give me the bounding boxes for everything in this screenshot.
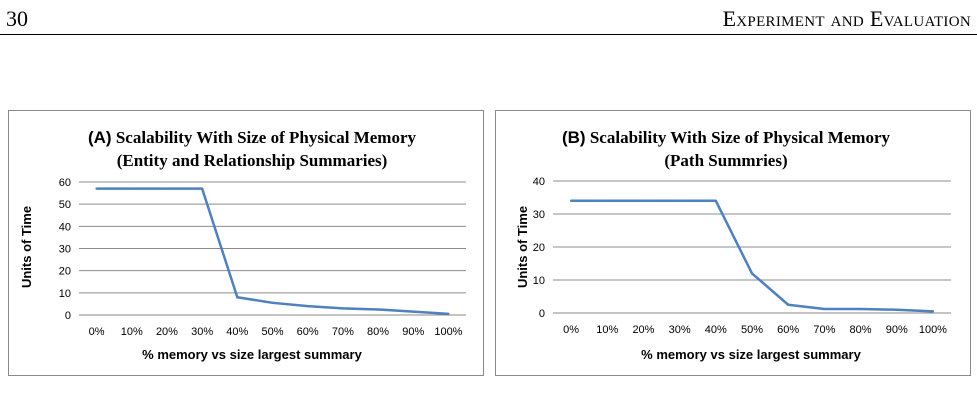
y-tick-label: 60: [59, 177, 71, 189]
data-point: [895, 308, 898, 311]
x-tick-label: 0%: [89, 326, 105, 338]
data-point: [714, 199, 718, 202]
x-tick-label: 70%: [813, 324, 835, 336]
x-tick-label: 90%: [402, 326, 424, 338]
x-tick-label: 0%: [563, 324, 579, 336]
x-tick-label: 10%: [121, 326, 143, 338]
x-tick-label: 50%: [741, 324, 763, 336]
y-tick-label: 50: [59, 199, 71, 211]
data-point: [678, 199, 681, 202]
chart-panel-b: (B) Scalability With Size of Physical Me…: [495, 110, 971, 376]
x-tick-label: 80%: [367, 326, 389, 338]
page-header: 30 Experiment and Evaluation: [0, 0, 977, 35]
data-point: [931, 310, 935, 313]
y-tick-label: 10: [533, 275, 545, 287]
data-point: [859, 307, 862, 311]
data-point: [823, 307, 826, 311]
y-tick-label: 10: [59, 288, 71, 300]
series-line: [96, 187, 449, 316]
chart-a: (A) Scalability With Size of Physical Me…: [19, 128, 466, 362]
data-point: [447, 312, 450, 316]
data-point: [376, 308, 380, 311]
y-tick-label: 30: [533, 209, 545, 221]
data-point: [569, 199, 573, 202]
data-point: [750, 272, 754, 275]
chart-title-prefix: (B): [562, 128, 586, 147]
x-tick-label: 30%: [669, 324, 691, 336]
y-tick-label: 0: [65, 310, 71, 322]
chart-title-line2: (Path Summries): [664, 151, 787, 170]
series-line: [571, 199, 933, 313]
chart-title-text: Scalability With Size of Physical Memory: [116, 128, 417, 147]
x-tick-label: 90%: [886, 324, 908, 336]
chart-title-line2: (Entity and Relationship Summaries): [117, 151, 388, 170]
data-point: [606, 199, 609, 202]
data-point: [341, 307, 345, 310]
caption-continuation: [0, 392, 977, 416]
x-tick-label: 50%: [261, 326, 283, 338]
x-axis-label: % memory vs size largest summary: [641, 347, 861, 362]
x-tick-label: 20%: [632, 324, 654, 336]
data-point: [306, 304, 309, 308]
x-tick-label: 40%: [705, 324, 727, 336]
y-tick-label: 40: [59, 221, 71, 233]
x-tick-label: 70%: [332, 326, 354, 338]
x-tick-label: 100%: [919, 324, 947, 336]
y-tick-label: 30: [59, 244, 71, 256]
chart-b: (B) Scalability With Size of Physical Me…: [515, 128, 951, 362]
x-axis-label: % memory vs size largest summary: [142, 347, 362, 362]
chart-title-line1: (A) Scalability With Size of Physical Me…: [88, 128, 417, 147]
data-point: [236, 296, 239, 299]
chart-title-text: Scalability With Size of Physical Memory: [590, 128, 891, 147]
y-tick-label: 40: [533, 176, 545, 188]
y-axis-label: Units of Time: [19, 206, 34, 288]
data-point: [165, 187, 169, 190]
data-point: [271, 301, 274, 305]
data-point: [95, 187, 98, 190]
x-tick-label: 60%: [297, 326, 319, 338]
data-point: [200, 187, 204, 190]
x-tick-label: 60%: [777, 324, 799, 336]
chart-title-prefix: (A): [88, 128, 112, 147]
x-tick-label: 10%: [596, 324, 618, 336]
x-tick-label: 100%: [434, 326, 462, 338]
x-tick-label: 40%: [226, 326, 248, 338]
x-tick-label: 20%: [156, 326, 178, 338]
data-point: [412, 310, 415, 313]
page-number: 30: [6, 6, 28, 31]
x-tick-label: 30%: [191, 326, 213, 338]
x-tick-label: 80%: [850, 324, 872, 336]
chart-panel-a: (A) Scalability With Size of Physical Me…: [8, 110, 484, 376]
y-tick-label: 20: [59, 266, 71, 278]
y-axis-label: Units of Time: [515, 206, 530, 288]
data-point: [130, 187, 133, 190]
data-point: [786, 303, 790, 306]
chapter-title: Experiment and Evaluation: [722, 6, 971, 31]
chart-title-line1: (B) Scalability With Size of Physical Me…: [562, 128, 891, 147]
y-tick-label: 0: [539, 308, 545, 320]
data-point: [642, 199, 645, 202]
y-tick-label: 20: [533, 242, 545, 254]
